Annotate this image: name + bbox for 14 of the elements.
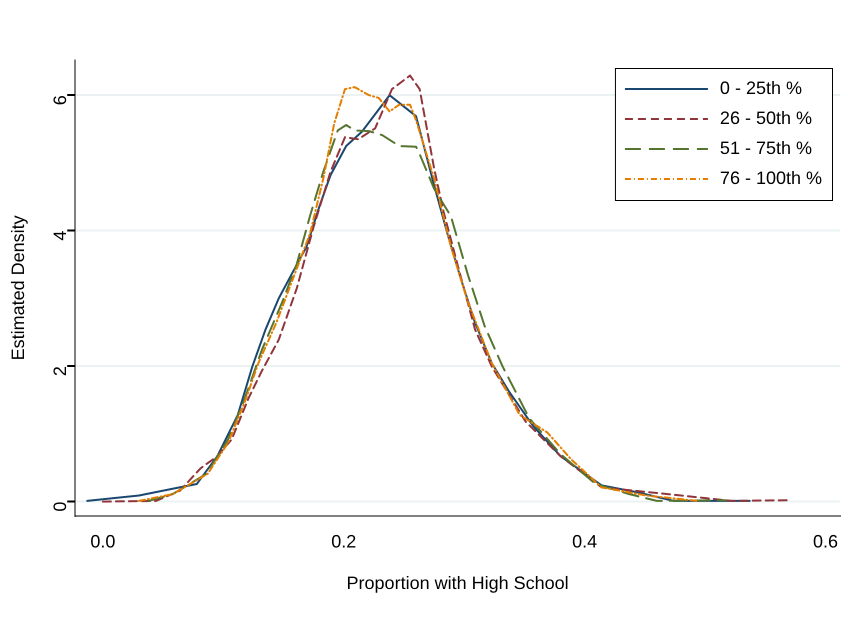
legend-label: 51 - 75th % [720,138,812,158]
x-tick-label: 0.0 [90,532,116,552]
y-tick-label: 4 [50,230,70,241]
y-tick-label: 6 [50,95,70,106]
x-axis-title: Proportion with High School [346,573,569,594]
y-axis-title: Estimated Density [8,215,28,360]
y-tick-label: 0 [50,502,70,512]
x-tick-label: 0.6 [813,532,838,552]
legend-label: 26 - 50th % [720,108,812,128]
legend-label: 0 - 25th % [720,78,802,98]
y-tick-label: 2 [50,366,70,376]
x-tick-label: 0.4 [572,532,598,552]
legend-label: 76 - 100th % [720,168,822,188]
x-tick-label: 0.2 [331,532,356,552]
